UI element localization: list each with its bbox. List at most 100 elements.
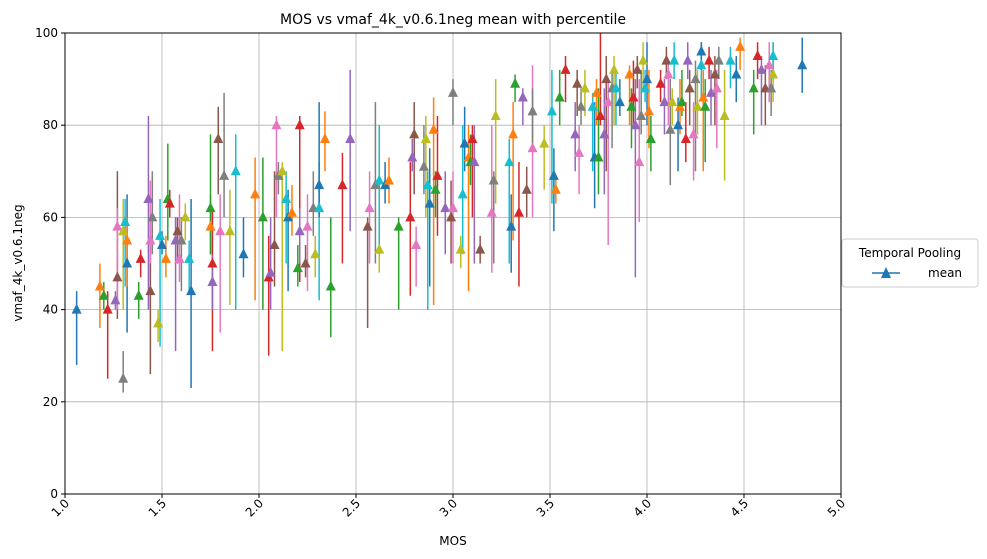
data-point — [277, 165, 288, 176]
legend-box — [841, 238, 979, 288]
data-point — [593, 151, 604, 162]
chart-title: MOS vs vmaf_4k_v0.6.1neg mean with perce… — [280, 12, 626, 28]
data-point — [122, 257, 133, 268]
data-point — [469, 156, 480, 167]
data-point — [314, 179, 325, 190]
data-point — [432, 169, 443, 180]
x-tick-label: 1.5 — [146, 496, 169, 519]
data-point — [546, 105, 557, 116]
data-point — [409, 128, 420, 139]
data-point — [508, 128, 519, 139]
data-point — [748, 82, 759, 93]
data-point — [692, 100, 703, 111]
data-point — [147, 211, 158, 222]
data-point — [250, 188, 261, 199]
data-point — [614, 96, 625, 107]
data-point — [428, 123, 439, 134]
data-point — [294, 225, 305, 236]
data-point — [269, 239, 280, 250]
data-point — [110, 294, 121, 305]
data-point — [768, 68, 779, 79]
data-point — [711, 82, 722, 93]
data-point — [603, 96, 614, 107]
data-point — [642, 73, 652, 84]
data-point — [207, 275, 218, 286]
data-point — [709, 68, 720, 79]
x-axis-label: MOS — [439, 534, 466, 548]
data-point — [645, 133, 656, 144]
data-point — [238, 248, 249, 259]
data-point — [310, 248, 321, 259]
data-point — [418, 160, 429, 171]
data-point — [281, 192, 292, 203]
data-point — [488, 174, 499, 185]
data-point — [684, 82, 695, 93]
y-tick-label: 20 — [43, 395, 58, 409]
legend-entry-mean: mean — [928, 266, 962, 280]
data-point — [224, 225, 235, 236]
data-point — [393, 220, 404, 231]
data-point — [174, 252, 185, 263]
data-point — [405, 211, 416, 222]
data-point — [595, 109, 606, 120]
data-point — [98, 289, 109, 300]
x-tick-label: 4.5 — [728, 496, 751, 519]
y-tick-label: 0 — [50, 487, 58, 501]
data-point — [610, 82, 621, 93]
y-axis-label: vmaf_4k_v0.6.1neg — [11, 204, 25, 321]
data-point — [112, 220, 123, 231]
data-point — [302, 220, 313, 231]
data-point — [155, 229, 166, 240]
data-point — [265, 266, 276, 277]
data-point — [145, 234, 156, 245]
data-point — [572, 77, 583, 88]
data-point — [207, 257, 218, 268]
data-point — [554, 91, 565, 102]
data-point — [632, 63, 643, 74]
y-tick-label: 60 — [43, 210, 58, 224]
data-point — [599, 128, 610, 139]
data-point — [560, 63, 571, 74]
data-point — [688, 128, 699, 139]
data-point — [682, 54, 693, 65]
data-point — [690, 73, 701, 84]
legend-title: Temporal Pooling — [858, 246, 961, 260]
data-point — [731, 68, 742, 79]
data-point — [667, 96, 678, 107]
data-point — [325, 280, 336, 291]
legend: Temporal Pooling mean — [841, 238, 979, 288]
data-point — [506, 220, 517, 231]
data-point — [550, 183, 561, 194]
data-point — [362, 220, 373, 231]
data-point — [752, 50, 763, 61]
data-point — [172, 225, 183, 236]
data-point — [713, 54, 724, 65]
data-point — [286, 206, 297, 217]
data-point — [768, 50, 779, 61]
data-point — [153, 317, 164, 328]
data-point — [219, 169, 230, 180]
data-point — [364, 202, 375, 213]
data-point — [120, 216, 131, 227]
data-point — [735, 40, 746, 51]
data-point — [164, 197, 175, 208]
data-point — [314, 202, 325, 213]
x-tick-label: 5.0 — [825, 496, 848, 519]
data-point — [655, 77, 666, 88]
data-point — [440, 202, 451, 213]
data-point — [292, 262, 303, 273]
data-point — [337, 179, 348, 190]
data-point — [383, 174, 394, 185]
data-point — [446, 211, 457, 222]
data-point — [579, 82, 590, 93]
data-point — [797, 59, 808, 70]
data-point — [527, 142, 538, 153]
data-point — [133, 289, 144, 300]
data-point — [213, 133, 224, 144]
data-point — [135, 252, 146, 263]
x-tick-label: 3.5 — [534, 496, 557, 519]
y-tick-label: 40 — [43, 303, 58, 317]
data-point — [766, 82, 777, 93]
data-points — [71, 40, 808, 383]
